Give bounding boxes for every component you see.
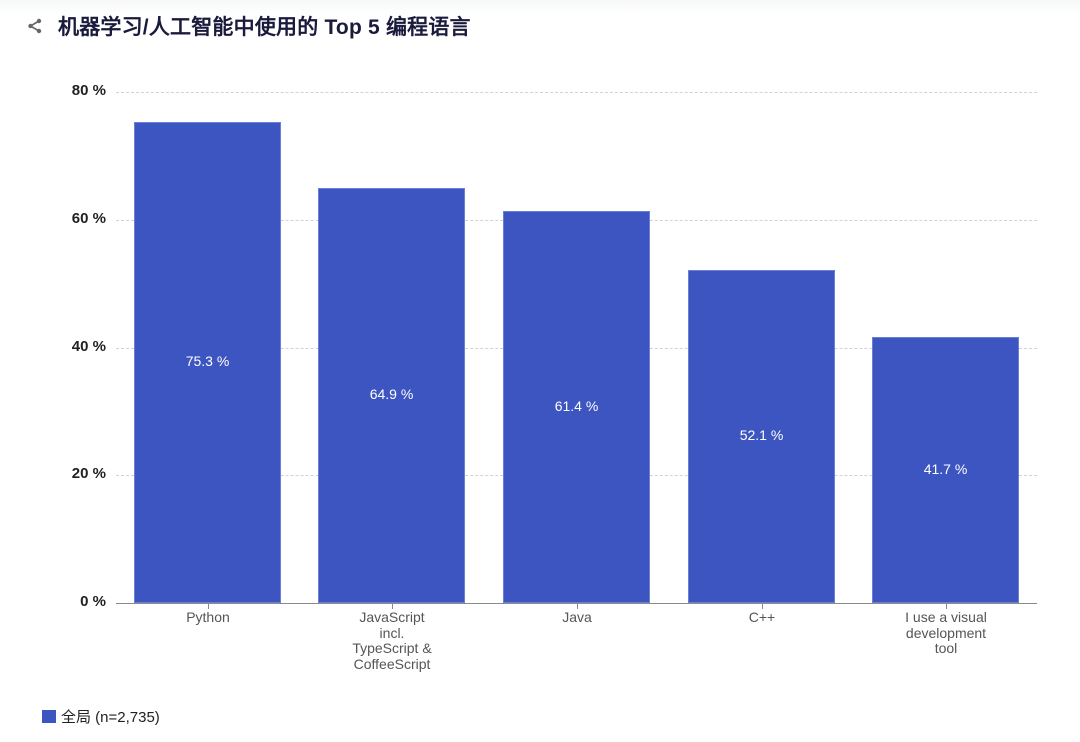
bar-value-label: 52.1 % — [739, 427, 784, 443]
y-axis-tick-label: 80 % — [71, 82, 106, 99]
x-axis-category-label: JavaScript incl. TypeScript & CoffeeScri… — [352, 609, 432, 672]
x-axis-category-label: Java — [562, 609, 592, 625]
y-axis-tick-label: 40 % — [71, 338, 106, 355]
legend-swatch — [42, 710, 56, 723]
x-axis-line — [116, 603, 1037, 604]
bar-python[interactable]: 75.3 % — [134, 122, 281, 603]
bar-java[interactable]: 61.4 % — [503, 211, 650, 603]
gridline — [116, 92, 1037, 93]
chart-header: 机器学习/人工智能中使用的 Top 5 编程语言 — [26, 10, 471, 42]
x-axis-tick — [577, 603, 578, 609]
legend-label: 全局 (n=2,735) — [61, 709, 160, 726]
bar-i[interactable]: 41.7 % — [872, 337, 1019, 603]
y-axis-tick-label: 60 % — [71, 210, 106, 227]
x-axis-category-label: Python — [186, 609, 230, 625]
y-axis-tick-label: 20 % — [71, 465, 106, 482]
x-axis-tick — [392, 603, 393, 609]
bar-value-label: 75.3 % — [185, 353, 230, 369]
bar-javascript[interactable]: 64.9 % — [318, 188, 465, 603]
bar-value-label: 64.9 % — [369, 386, 414, 402]
x-axis-category-label: I use a visual development tool — [905, 609, 987, 656]
y-axis-tick-label: 0 % — [80, 593, 106, 610]
x-axis-category-label: C++ — [748, 609, 776, 625]
bar-value-label: 41.7 % — [923, 461, 968, 477]
bar-c++[interactable]: 52.1 % — [688, 270, 835, 603]
x-axis-tick — [208, 603, 209, 609]
legend: 全局 (n=2,735) — [42, 706, 160, 727]
chart-title: 机器学习/人工智能中使用的 Top 5 编程语言 — [58, 16, 471, 39]
bar-value-label: 61.4 % — [554, 398, 599, 414]
x-axis-tick — [946, 603, 947, 609]
share-icon[interactable] — [26, 17, 44, 35]
x-axis-tick — [762, 603, 763, 609]
